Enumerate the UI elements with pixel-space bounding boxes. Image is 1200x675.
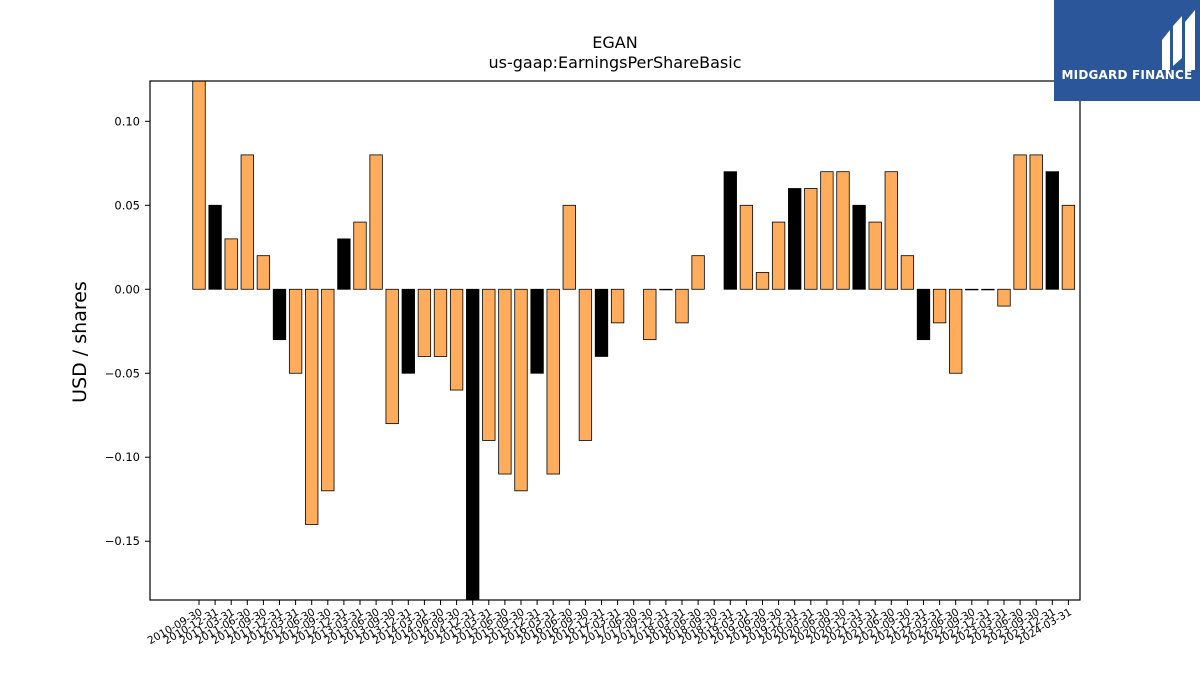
y-tick-label: 0.10 xyxy=(114,114,140,128)
bar xyxy=(594,288,609,357)
bar xyxy=(659,288,673,291)
bar xyxy=(643,288,657,341)
bar xyxy=(949,288,963,374)
bar xyxy=(868,221,882,290)
bar xyxy=(433,288,448,357)
bar xyxy=(288,288,303,374)
bar xyxy=(272,288,287,341)
bar xyxy=(369,154,383,290)
bar xyxy=(353,221,367,290)
bar xyxy=(1061,204,1076,290)
midgard-logo-icon xyxy=(1162,10,1195,70)
bar xyxy=(530,288,544,374)
bars xyxy=(192,80,1076,601)
logo-text: MIDGARD FINANCE xyxy=(1061,68,1193,82)
bar xyxy=(1045,171,1059,290)
bar xyxy=(514,288,528,492)
midgard-finance-logo: MIDGARD FINANCE xyxy=(1054,0,1200,101)
bar xyxy=(449,288,464,391)
bar xyxy=(852,204,866,290)
bar xyxy=(788,188,802,290)
bar xyxy=(1013,154,1027,290)
bar xyxy=(820,171,834,290)
bar xyxy=(916,288,931,341)
bar xyxy=(498,288,512,475)
bar xyxy=(401,288,415,374)
bar xyxy=(755,272,770,290)
bar xyxy=(884,171,898,290)
bar xyxy=(224,238,238,290)
bar xyxy=(546,288,560,475)
bar xyxy=(836,171,850,290)
bar xyxy=(321,288,335,492)
y-tick-label: −0.15 xyxy=(105,534,140,548)
bar xyxy=(482,288,496,441)
bar xyxy=(691,255,705,290)
chart-subtitle: us-gaap:EarningsPerShareBasic xyxy=(488,53,741,72)
bar xyxy=(610,288,625,324)
bar xyxy=(675,288,689,324)
bar xyxy=(771,221,786,290)
y-tick-label: 0.05 xyxy=(114,198,140,212)
bar xyxy=(192,80,206,290)
bar xyxy=(739,204,754,290)
x-axis-ticks: 2010-09-302010-12-312011-03-312011-06-30… xyxy=(146,600,1074,647)
bar xyxy=(385,288,399,425)
y-tick-label: −0.05 xyxy=(105,366,140,380)
bar xyxy=(240,154,254,290)
y-axis-ticks: −0.15 −0.10 −0.05 0.00 0.05 0.10 xyxy=(105,114,150,548)
chart-title: EGAN xyxy=(592,33,637,52)
bar xyxy=(562,204,576,290)
bar xyxy=(932,288,947,324)
bar xyxy=(723,171,737,290)
y-tick-label: 0.00 xyxy=(114,282,140,296)
bar xyxy=(337,238,351,290)
plot-frame xyxy=(149,80,1081,601)
bar xyxy=(965,288,979,291)
bar xyxy=(997,288,1011,307)
bar xyxy=(804,188,818,290)
bar xyxy=(466,288,480,601)
bar xyxy=(256,255,271,290)
bar xyxy=(1029,154,1043,290)
bar xyxy=(305,288,319,525)
bar xyxy=(208,204,222,290)
bar xyxy=(417,288,432,357)
y-axis-label: USD / shares xyxy=(69,281,91,403)
bar xyxy=(981,288,995,291)
bar xyxy=(578,288,593,441)
bar xyxy=(900,255,915,290)
y-tick-label: −0.10 xyxy=(105,450,140,464)
